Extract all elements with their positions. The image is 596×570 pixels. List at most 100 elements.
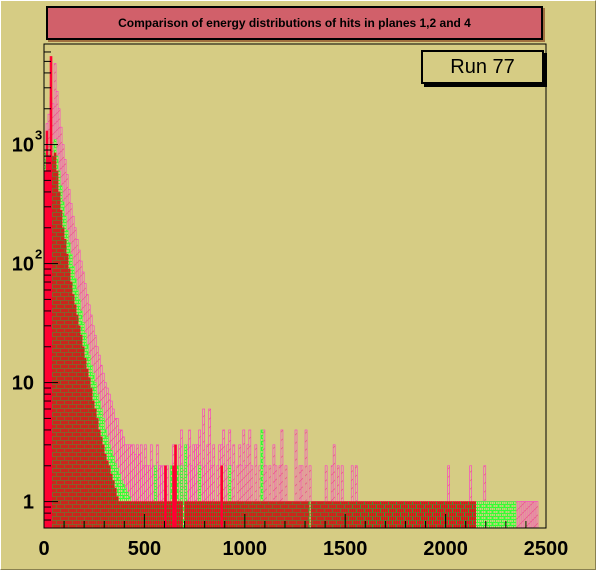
histogram-bin <box>120 501 123 529</box>
histogram-bin <box>336 501 340 529</box>
histogram-bin <box>75 314 79 529</box>
histogram-bin <box>387 501 390 529</box>
histogram-bin <box>45 130 49 529</box>
histogram-bin <box>437 501 440 529</box>
histogram-bin <box>495 501 499 529</box>
histogram-bin <box>186 501 189 529</box>
histogram-bin <box>190 501 193 529</box>
histogram-bin <box>154 501 157 529</box>
histogram-bin <box>210 501 213 529</box>
histogram-bin <box>473 501 477 529</box>
histogram-bin <box>85 368 89 529</box>
histogram-bin <box>236 501 240 529</box>
histogram-bin <box>407 501 410 529</box>
histogram-bin <box>55 170 59 529</box>
histogram-bin <box>391 501 394 529</box>
histogram-bin <box>352 501 356 529</box>
histogram-bin <box>170 501 173 529</box>
histogram-bin <box>93 408 97 529</box>
histogram-bin <box>156 501 159 529</box>
histogram-bin <box>475 501 479 529</box>
histogram-bin <box>467 501 471 529</box>
histogram-bin <box>150 501 153 529</box>
chart-title: Comparison of energy distributions of hi… <box>46 6 543 40</box>
histogram-bin <box>491 501 495 529</box>
histogram-bin <box>160 501 163 529</box>
histogram-bin <box>254 501 258 529</box>
histogram-bin <box>350 501 354 529</box>
histogram-bin <box>346 501 350 529</box>
histogram-bin <box>256 501 260 529</box>
histogram-bin <box>535 501 539 529</box>
histogram-bin <box>164 465 167 529</box>
histogram-bin <box>274 501 278 529</box>
histogram-bin <box>176 501 179 529</box>
histogram-bin <box>216 501 220 529</box>
histogram-bin <box>49 56 53 529</box>
y-tick-exponent: 3 <box>35 128 42 143</box>
histogram-bin <box>487 501 491 529</box>
histogram-bin <box>240 501 244 529</box>
histogram-bin <box>132 501 135 529</box>
y-tick-label: 10 <box>12 254 34 276</box>
histogram-bin <box>457 501 460 529</box>
histogram-bin <box>174 444 177 529</box>
histogram-bin <box>166 501 169 529</box>
histogram-bin <box>493 501 497 529</box>
y-tick-label: 1 <box>23 492 34 514</box>
histogram-bin <box>340 501 344 529</box>
histogram-bin <box>395 501 398 529</box>
histogram-bin <box>206 501 209 529</box>
histogram-bin <box>453 501 456 529</box>
histogram-bin <box>455 501 458 529</box>
histogram-bin <box>246 501 250 529</box>
histogram-bin <box>296 501 300 529</box>
histogram-bin <box>527 501 531 529</box>
histogram-bin <box>53 152 57 529</box>
histogram-bin <box>194 501 197 529</box>
histogram-bin <box>360 501 364 529</box>
histogram-bin <box>95 418 99 529</box>
histogram-bin <box>91 400 95 529</box>
histogram-bin <box>103 453 107 529</box>
histogram-bin <box>441 501 444 529</box>
histogram-bin <box>113 487 117 529</box>
histogram-bin <box>172 465 175 529</box>
histogram-bin <box>134 501 137 529</box>
histogram-bin <box>136 501 139 529</box>
histogram-bin <box>427 501 430 529</box>
histogram-bin <box>366 501 370 529</box>
histogram-bin <box>435 501 438 529</box>
histogram-bin <box>59 210 63 529</box>
histogram-bin <box>81 346 85 529</box>
histogram-bin <box>276 501 280 529</box>
histogram-bin <box>61 227 65 529</box>
histogram-bin <box>73 304 77 529</box>
histogram-bin <box>447 501 450 529</box>
histogram-bin <box>370 501 374 529</box>
histogram-bin <box>266 501 270 529</box>
histogram-bin <box>252 501 256 529</box>
histogram-bin <box>397 501 400 529</box>
histogram-bin <box>126 501 129 529</box>
histogram-bin <box>433 501 436 529</box>
histogram-bin <box>354 501 358 529</box>
histogram-bin <box>316 501 320 529</box>
histogram-bin <box>226 501 230 529</box>
histogram-bin <box>89 387 93 529</box>
histogram-bin <box>234 501 238 529</box>
histogram-bin <box>393 501 396 529</box>
histogram-bin <box>230 501 234 529</box>
histogram-bin <box>507 501 511 529</box>
histogram-bin <box>115 496 119 529</box>
histogram-bin <box>330 501 334 529</box>
histogram-bin <box>51 155 55 529</box>
histogram-bin <box>294 501 298 529</box>
histogram-bin <box>111 480 115 529</box>
histogram-bin <box>413 501 416 529</box>
histogram-bin <box>260 501 264 529</box>
histogram-bin <box>531 501 535 529</box>
histogram-bin <box>140 501 143 529</box>
histogram-bin <box>290 501 294 529</box>
